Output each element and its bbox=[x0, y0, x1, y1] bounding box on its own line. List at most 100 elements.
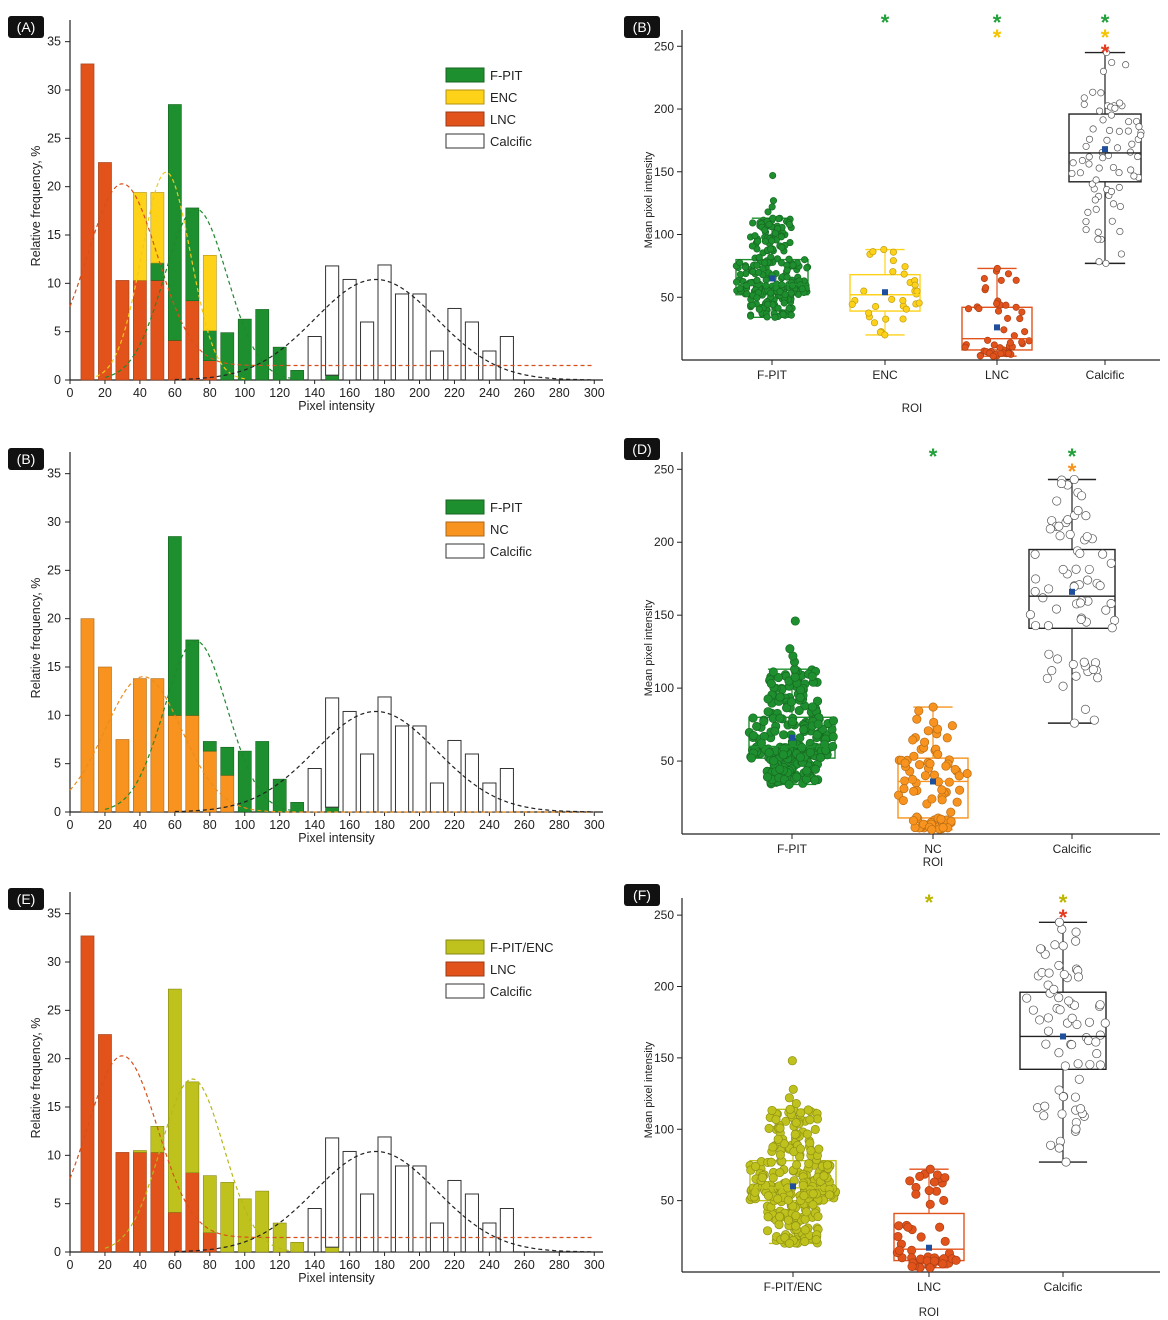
data-point bbox=[899, 315, 907, 323]
data-point bbox=[1028, 1005, 1038, 1015]
data-point bbox=[1072, 1019, 1082, 1030]
data-point bbox=[881, 331, 889, 339]
legend-swatch bbox=[445, 111, 485, 127]
data-point bbox=[766, 1157, 776, 1167]
data-point bbox=[903, 1222, 913, 1232]
legend-swatch bbox=[445, 543, 485, 559]
data-point bbox=[761, 259, 769, 267]
data-point bbox=[869, 248, 877, 256]
data-point bbox=[1069, 474, 1079, 485]
bar-f-pit-enc bbox=[220, 1182, 235, 1253]
y-tick-label: 5 bbox=[54, 1197, 61, 1211]
data-point bbox=[753, 294, 761, 302]
data-point bbox=[795, 752, 805, 762]
mean-marker bbox=[769, 275, 775, 282]
data-point bbox=[775, 1123, 785, 1133]
data-point bbox=[1101, 605, 1111, 615]
data-point bbox=[1063, 515, 1073, 525]
data-point bbox=[1071, 1124, 1081, 1134]
y-tick-label: 100 bbox=[654, 228, 674, 242]
data-point bbox=[1099, 67, 1108, 75]
x-tick-label: 20 bbox=[98, 818, 112, 832]
histogram-panel-4: (E) 0 5 10 15 20 25 30 35 0 20 40 60 80 100 120 140 160 18… bbox=[8, 888, 605, 1285]
bar-f-pit-enc bbox=[167, 988, 182, 1213]
data-point bbox=[1010, 332, 1018, 340]
bar-f-pit bbox=[272, 346, 287, 381]
data-point bbox=[1000, 326, 1008, 334]
data-point bbox=[785, 220, 794, 229]
data-point bbox=[814, 1144, 824, 1154]
data-point bbox=[808, 1189, 818, 1199]
data-point bbox=[805, 747, 815, 758]
y-axis-label: Relative frequency, % bbox=[29, 146, 43, 267]
bar-lnc bbox=[115, 280, 130, 381]
data-point bbox=[779, 1139, 789, 1149]
data-point bbox=[1094, 235, 1102, 243]
data-point bbox=[1068, 659, 1078, 669]
bar-calcific bbox=[325, 1137, 340, 1248]
bar-calcific bbox=[499, 1208, 514, 1253]
bar-f-pit bbox=[325, 806, 339, 813]
x-tick-label: 220 bbox=[444, 386, 465, 400]
data-point bbox=[1031, 574, 1041, 584]
x-tick-label: 40 bbox=[133, 1258, 147, 1272]
data-point bbox=[783, 266, 791, 274]
data-point bbox=[928, 702, 938, 712]
data-point bbox=[927, 825, 937, 835]
y-axis-label: Mean pixel intensity bbox=[643, 151, 655, 248]
x-tick-label: 300 bbox=[584, 1258, 605, 1272]
data-point bbox=[1071, 936, 1081, 946]
data-point bbox=[913, 287, 921, 295]
x-tick-label: Calcific bbox=[1086, 368, 1125, 382]
data-point bbox=[1095, 258, 1103, 266]
x-tick-label: 120 bbox=[269, 1258, 290, 1272]
data-point bbox=[1082, 218, 1090, 226]
data-point bbox=[1106, 558, 1116, 568]
data-point bbox=[762, 282, 770, 290]
mean-marker bbox=[930, 778, 936, 785]
data-point bbox=[907, 1245, 917, 1255]
panel-label: (D) bbox=[632, 441, 651, 457]
data-point bbox=[763, 313, 771, 321]
x-tick-label: 260 bbox=[514, 1258, 535, 1272]
data-point bbox=[769, 197, 778, 205]
bar-calcific bbox=[342, 710, 357, 813]
box bbox=[961, 306, 1033, 351]
data-point bbox=[909, 786, 919, 796]
bar-f-pit bbox=[290, 802, 305, 813]
data-point bbox=[769, 214, 777, 222]
bar-lnc bbox=[115, 1152, 130, 1253]
data-point bbox=[764, 1123, 774, 1133]
legend-swatch bbox=[445, 939, 485, 955]
data-point bbox=[751, 232, 759, 240]
data-point bbox=[909, 751, 919, 761]
data-point bbox=[807, 671, 817, 681]
data-point bbox=[775, 713, 785, 723]
data-point bbox=[1071, 927, 1081, 937]
mean-marker bbox=[1060, 1033, 1066, 1040]
data-point bbox=[812, 1114, 823, 1124]
data-point bbox=[791, 1211, 801, 1221]
bar-calcific bbox=[429, 782, 445, 813]
fit-curve-lnc bbox=[69, 183, 595, 367]
data-point bbox=[783, 273, 791, 281]
data-point bbox=[925, 759, 935, 769]
x-tick-label: 0 bbox=[67, 386, 74, 400]
data-point bbox=[1052, 496, 1062, 506]
data-point bbox=[1137, 131, 1145, 139]
data-point bbox=[810, 1124, 820, 1135]
x-tick-label: 40 bbox=[133, 818, 147, 832]
mean-marker bbox=[882, 289, 888, 296]
data-point bbox=[755, 305, 763, 313]
data-point bbox=[929, 717, 939, 727]
y-tick-label: 30 bbox=[47, 955, 61, 969]
data-point bbox=[914, 760, 925, 770]
panel-label: (B) bbox=[633, 19, 652, 35]
data-point bbox=[901, 263, 909, 271]
data-point bbox=[1084, 1017, 1095, 1027]
data-point bbox=[790, 1129, 800, 1140]
data-point bbox=[870, 319, 879, 327]
x-tick-label: 200 bbox=[409, 818, 430, 832]
data-point bbox=[938, 1259, 948, 1269]
data-point bbox=[787, 697, 797, 707]
